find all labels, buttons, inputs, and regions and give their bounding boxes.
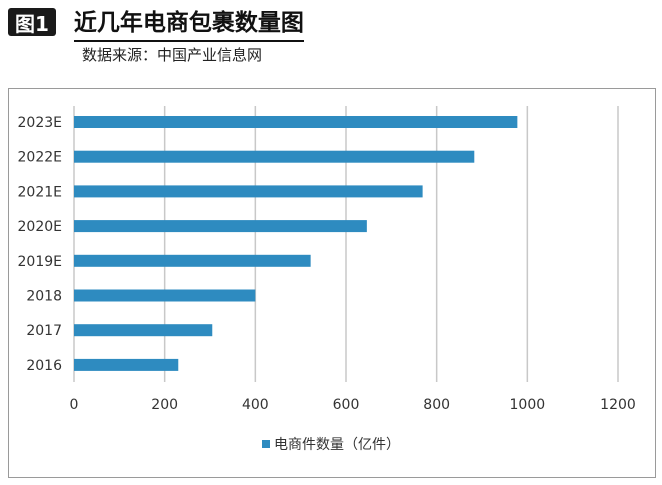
bar-2018	[74, 289, 256, 302]
x-tick-label: 400	[242, 397, 269, 413]
category-label: 2016	[26, 358, 62, 374]
category-label: 2023E	[18, 115, 62, 131]
category-label: 2017	[26, 323, 62, 339]
bar-2016	[74, 358, 179, 371]
page-title: 近几年电商包裹数量图	[73, 3, 304, 42]
bar-2020E	[74, 220, 367, 233]
legend-label: 电商件数量（亿件）	[274, 437, 400, 453]
category-label: 2018	[26, 289, 62, 305]
x-tick-label: 1000	[510, 397, 546, 413]
bar-2019E	[74, 254, 311, 267]
bar-2017	[74, 324, 213, 337]
x-tick-label: 0	[70, 397, 79, 413]
x-tick-label: 1200	[600, 397, 636, 413]
bar-2021E	[74, 185, 423, 198]
category-label: 2022E	[18, 150, 62, 166]
chart-frame	[8, 88, 656, 478]
category-label: 2019E	[18, 254, 62, 270]
x-tick-label: 800	[423, 397, 450, 413]
x-tick-label: 200	[151, 397, 178, 413]
category-label: 2020E	[18, 219, 62, 235]
bar-2022E	[74, 150, 475, 163]
bar-2023E	[74, 116, 518, 128]
figure-label: 图1	[8, 8, 56, 36]
legend-swatch	[262, 440, 270, 448]
x-tick-label: 600	[333, 397, 360, 413]
category-label: 2021E	[18, 184, 62, 200]
chart-legend: 电商件数量（亿件）	[0, 434, 662, 454]
source-note: 数据来源：中国产业信息网	[82, 46, 263, 64]
header: 图1 近几年电商包裹数量图	[8, 3, 304, 42]
